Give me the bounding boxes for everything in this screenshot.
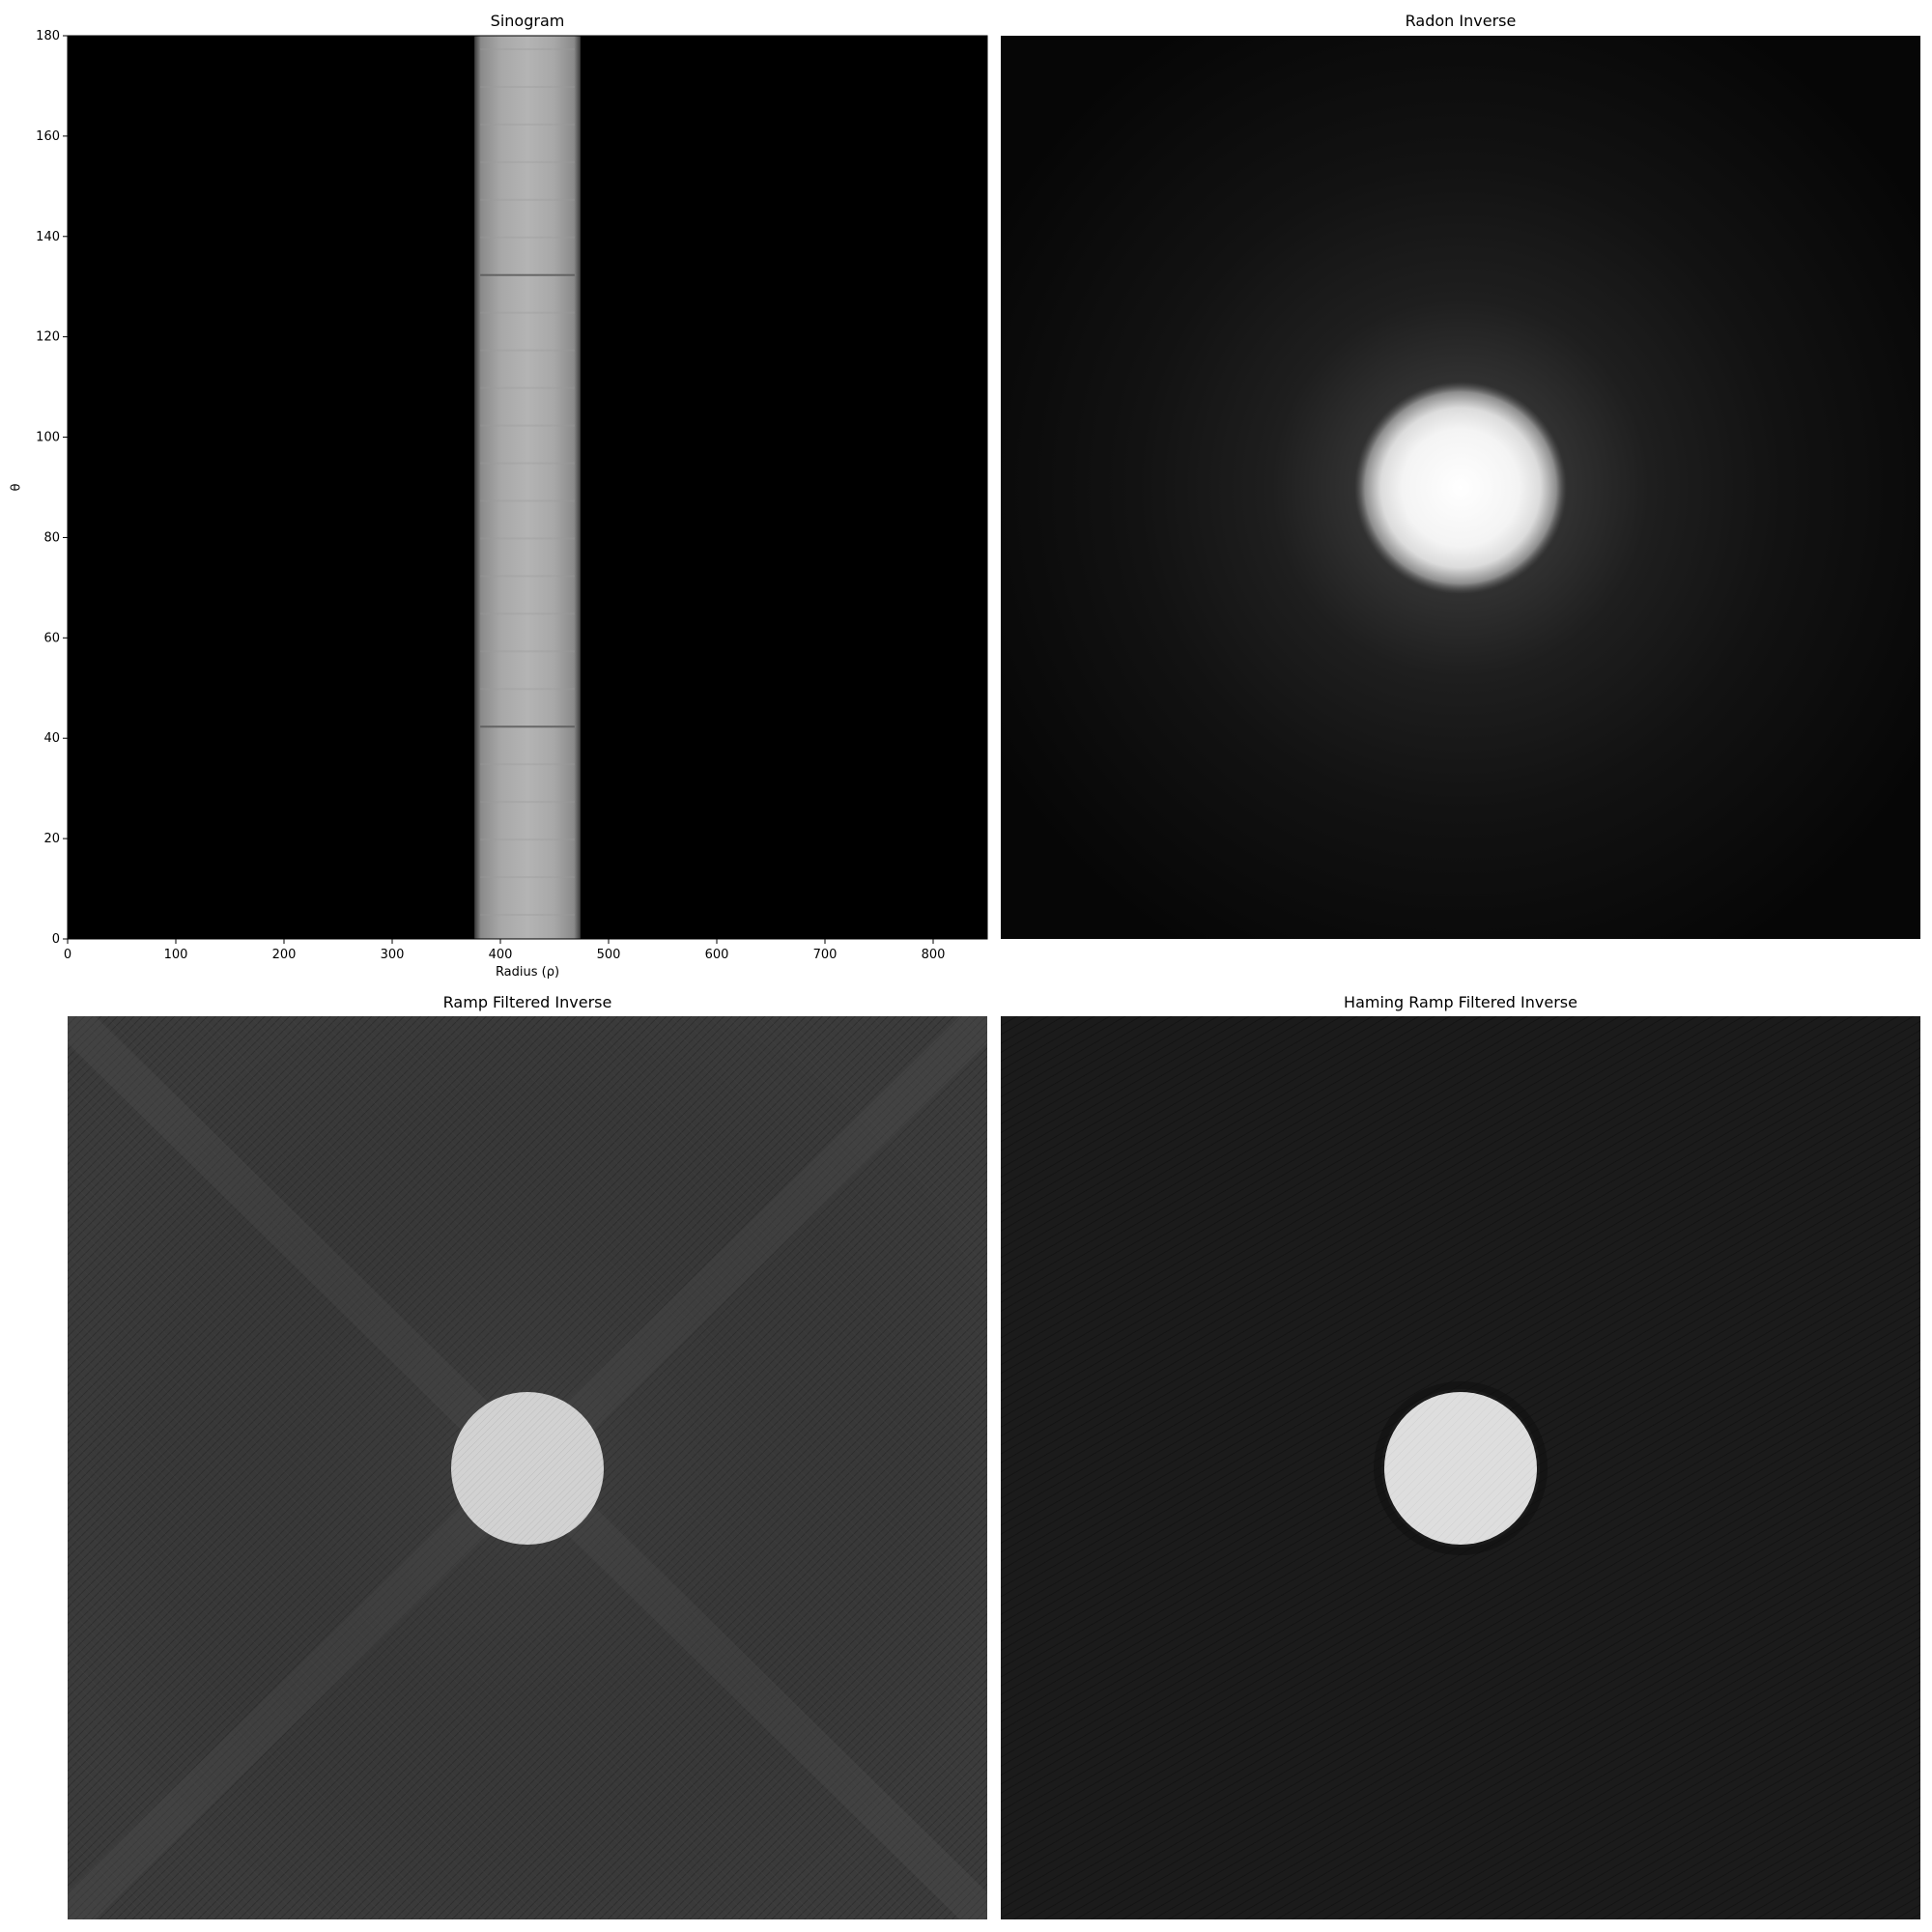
sinogram-y-tick-label: 60 (43, 631, 60, 645)
sinogram-streak (480, 236, 575, 239)
sinogram-x-tick-label: 500 (597, 948, 621, 962)
sinogram-x-label: Radius (ρ) (495, 965, 560, 980)
sinogram-streak (480, 763, 575, 766)
sinogram-streak (480, 273, 575, 276)
sinogram-x-tick-label: 200 (272, 948, 297, 962)
sinogram-x-tick-label: 100 (164, 948, 188, 962)
sinogram-y-ticks: 0 20 40 60 80 100 120 140 160 180 (36, 29, 68, 947)
haming-ramp-filtered-title: Haming Ramp Filtered Inverse (1344, 993, 1577, 1011)
ramp-filtered-disc (451, 1392, 604, 1545)
sinogram-y-tick-label: 80 (43, 530, 60, 545)
sinogram-y-tick-label: 120 (36, 330, 60, 345)
sinogram-y-tick-label: 180 (36, 29, 60, 43)
ramp-filtered-title: Ramp Filtered Inverse (442, 993, 612, 1011)
sinogram-streak (480, 612, 575, 615)
sinogram-x-tick-label: 0 (64, 948, 71, 962)
sinogram-y-tick-label: 0 (52, 932, 60, 947)
sinogram-streak (480, 462, 575, 465)
haming-ramp-filtered-image (1001, 1016, 1920, 1919)
sinogram-y-tick-label: 160 (36, 129, 60, 144)
sinogram-streak (480, 914, 575, 917)
sinogram-title: Sinogram (490, 12, 565, 30)
sinogram-streak (480, 311, 575, 314)
sinogram-y-tick-label: 100 (36, 431, 60, 445)
ramp-filtered-image (68, 1016, 987, 1919)
sinogram-x-tick-label: 700 (813, 948, 838, 962)
sinogram-streak (480, 537, 575, 540)
sinogram-streak (480, 160, 575, 163)
sinogram-x-tick-label: 400 (489, 948, 513, 962)
sinogram-axes: 0 100 200 300 400 500 600 700 800 0 20 40 60 80 100 12… (36, 29, 946, 962)
sinogram-y-tick-label: 140 (36, 230, 60, 244)
sinogram-streak (480, 725, 575, 728)
sinogram-streak (480, 123, 575, 126)
sinogram-streak (480, 801, 575, 804)
sinogram-y-tick-label: 20 (43, 832, 60, 846)
radon-inverse-title: Radon Inverse (1405, 12, 1517, 30)
sinogram-streaks (480, 47, 575, 917)
sinogram-x-tick-label: 600 (705, 948, 729, 962)
sinogram-streak (480, 424, 575, 427)
sinogram-streak (480, 688, 575, 691)
radon-inverse-image (1001, 36, 1920, 939)
sinogram-x-ticks: 0 100 200 300 400 500 600 700 800 (64, 939, 946, 962)
sinogram-streak (480, 47, 575, 50)
radon-inverse-disc (1354, 382, 1567, 594)
sinogram-streak (480, 386, 575, 389)
sinogram-band (474, 36, 581, 939)
sinogram-x-tick-label: 300 (381, 948, 405, 962)
sinogram-streak (480, 838, 575, 841)
haming-ramp-filtered-disc (1384, 1392, 1537, 1545)
sinogram-streak (480, 650, 575, 653)
sinogram-streak (480, 85, 575, 88)
sinogram-plot (68, 36, 987, 939)
sinogram-streak (480, 876, 575, 879)
sinogram-streak (480, 349, 575, 352)
sinogram-y-label: θ (9, 483, 24, 492)
sinogram-x-tick-label: 800 (922, 948, 946, 962)
sinogram-streak (480, 575, 575, 578)
sinogram-streak (480, 198, 575, 201)
sinogram-streak (480, 499, 575, 502)
sinogram-y-tick-label: 40 (43, 731, 60, 746)
